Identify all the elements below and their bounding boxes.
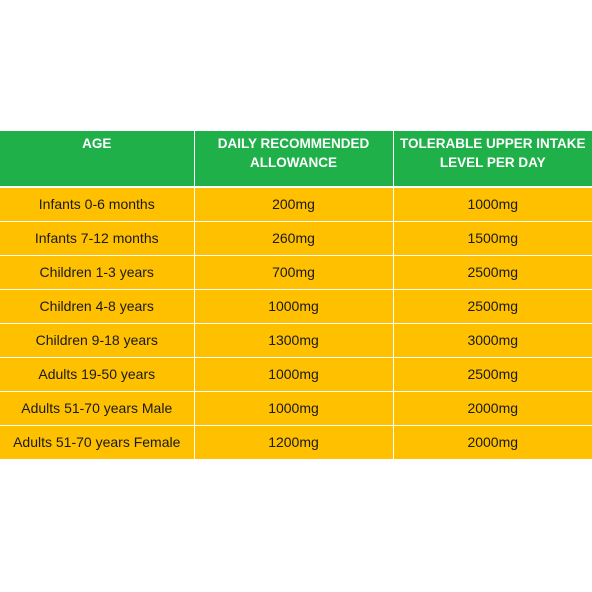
cell-upper-intake: 2000mg (393, 425, 592, 459)
column-header-age: AGE (0, 131, 195, 188)
table-row: Adults 51-70 years Female 1200mg 2000mg (0, 425, 592, 459)
cell-age: Adults 19-50 years (0, 357, 195, 392)
intake-table: AGE DAILY RECOMMENDED ALLOWANCE TOLERABL… (0, 131, 592, 459)
intake-table-container: AGE DAILY RECOMMENDED ALLOWANCE TOLERABL… (0, 131, 592, 459)
cell-age: Children 4-8 years (0, 289, 195, 324)
cell-age: Adults 51-70 years Female (0, 425, 195, 459)
cell-daily-allowance: 1000mg (194, 289, 394, 324)
column-header-upper-intake: TOLERABLE UPPER INTAKE LEVEL PER DAY (393, 131, 592, 188)
column-header-daily-allowance: DAILY RECOMMENDED ALLOWANCE (194, 131, 394, 188)
cell-age: Adults 51-70 years Male (0, 391, 195, 426)
cell-age: Children 9-18 years (0, 323, 195, 358)
cell-daily-allowance: 260mg (194, 221, 394, 256)
cell-daily-allowance: 700mg (194, 255, 394, 290)
cell-daily-allowance: 200mg (194, 187, 394, 222)
table-row: Infants 0-6 months 200mg 1000mg (0, 187, 592, 222)
table-row: Adults 51-70 years Male 1000mg 2000mg (0, 391, 592, 426)
cell-daily-allowance: 1200mg (194, 425, 394, 459)
table-row: Children 4-8 years 1000mg 2500mg (0, 289, 592, 324)
cell-upper-intake: 1000mg (393, 187, 592, 222)
cell-upper-intake: 2500mg (393, 357, 592, 392)
header-row: AGE DAILY RECOMMENDED ALLOWANCE TOLERABL… (0, 131, 592, 188)
table-row: Adults 19-50 years 1000mg 2500mg (0, 357, 592, 392)
cell-upper-intake: 2500mg (393, 255, 592, 290)
cell-upper-intake: 2500mg (393, 289, 592, 324)
cell-daily-allowance: 1000mg (194, 391, 394, 426)
cell-daily-allowance: 1300mg (194, 323, 394, 358)
cell-age: Infants 0-6 months (0, 187, 195, 222)
cell-age: Infants 7-12 months (0, 221, 195, 256)
cell-upper-intake: 3000mg (393, 323, 592, 358)
cell-daily-allowance: 1000mg (194, 357, 394, 392)
table-header: AGE DAILY RECOMMENDED ALLOWANCE TOLERABL… (0, 131, 592, 188)
cell-age: Children 1-3 years (0, 255, 195, 290)
cell-upper-intake: 1500mg (393, 221, 592, 256)
table-row: Children 9-18 years 1300mg 3000mg (0, 323, 592, 358)
cell-upper-intake: 2000mg (393, 391, 592, 426)
table-body: Infants 0-6 months 200mg 1000mg Infants … (0, 187, 592, 459)
table-row: Infants 7-12 months 260mg 1500mg (0, 221, 592, 256)
table-row: Children 1-3 years 700mg 2500mg (0, 255, 592, 290)
